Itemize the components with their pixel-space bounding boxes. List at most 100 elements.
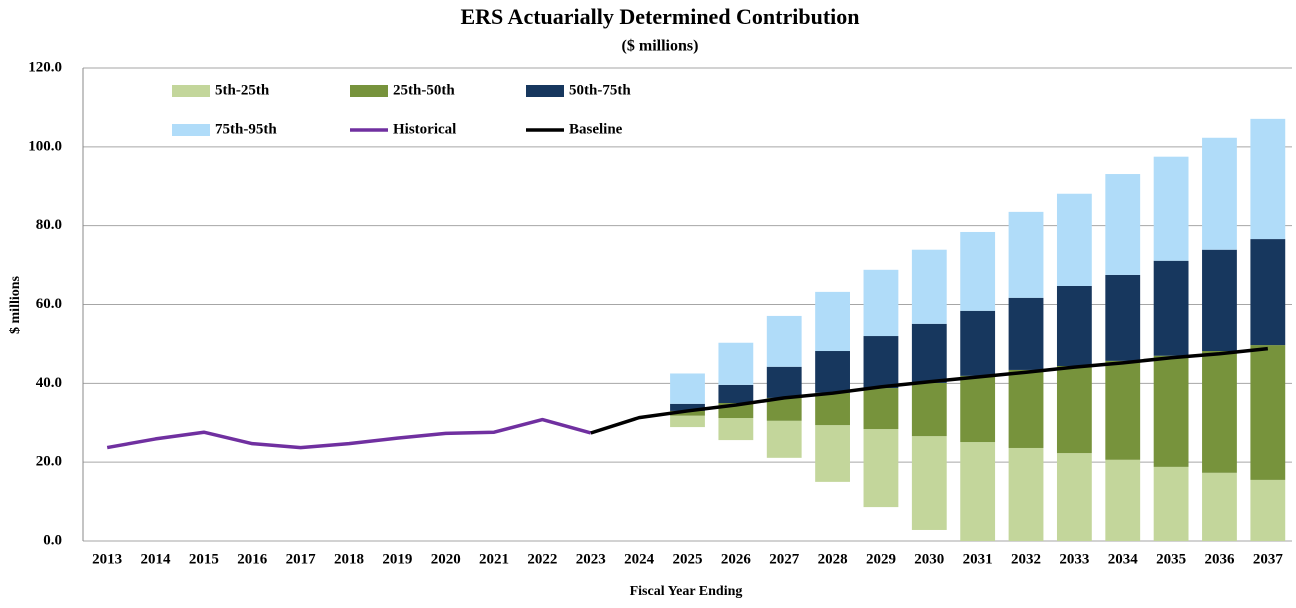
legend-label: 75th-95th [215, 121, 277, 137]
chart-subtitle: ($ millions) [622, 38, 699, 55]
y-tick-label: 80.0 [36, 217, 62, 233]
bar-segment [1105, 360, 1141, 460]
x-tick-label: 2014 [141, 551, 172, 567]
bar-segment [1250, 239, 1286, 346]
line [106, 417, 592, 450]
bar-segment [1202, 472, 1237, 541]
x-tick-label: 2032 [1011, 551, 1041, 567]
bar-segment [1153, 156, 1189, 261]
bar-segment [863, 388, 899, 430]
bar-segment [960, 442, 996, 541]
bar-segment [1153, 260, 1189, 356]
legend-swatch [526, 85, 564, 97]
bar-segment [911, 436, 947, 530]
bar-segment [1008, 447, 1044, 541]
x-tick-label: 2021 [479, 551, 509, 567]
y-tick-label: 20.0 [36, 454, 62, 470]
bar-segment [1153, 355, 1189, 467]
legend-label: Historical [393, 121, 456, 137]
bar-segment [1056, 453, 1092, 541]
bar-segment [815, 351, 850, 393]
x-tick-label: 2034 [1108, 551, 1139, 567]
x-tick-label: 2031 [963, 551, 993, 567]
bar-segment [1008, 297, 1044, 370]
bar-segment [815, 392, 850, 426]
x-tick-label: 2019 [382, 551, 412, 567]
bar-segment [1105, 274, 1141, 361]
x-tick-label: 2035 [1156, 551, 1186, 567]
bar-segment [1153, 466, 1189, 541]
bar-segment [766, 420, 802, 458]
y-tick-label: 120.0 [28, 59, 62, 75]
x-tick-label: 2017 [286, 551, 317, 567]
x-tick-label: 2025 [673, 551, 703, 567]
x-tick-label: 2023 [576, 551, 606, 567]
x-tick-label: 2022 [527, 551, 557, 567]
legend-label: 50th-75th [569, 82, 631, 98]
bar-segment [718, 384, 754, 404]
bar-segment [1250, 345, 1286, 480]
bar-segment [670, 403, 705, 411]
y-tick-label: 0.0 [43, 532, 62, 548]
legend-label: Baseline [569, 121, 623, 137]
bar-segment [863, 336, 899, 389]
bar-segment [670, 373, 705, 404]
x-tick-label: 2013 [92, 551, 122, 567]
bar-segment [670, 410, 705, 416]
legend-label: 5th-25th [215, 82, 270, 98]
bar-segment [1250, 479, 1286, 541]
x-tick-label: 2037 [1253, 551, 1284, 567]
bar-segment [911, 323, 947, 383]
bar-segment [960, 310, 996, 376]
x-tick-label: 2030 [914, 551, 944, 567]
x-tick-label: 2020 [431, 551, 461, 567]
bar-segment [960, 375, 996, 443]
bar-segment [863, 429, 899, 508]
bar-segment [1056, 285, 1092, 366]
legend-swatch [172, 85, 210, 97]
x-tick-label: 2028 [818, 551, 848, 567]
bar-segment [1056, 193, 1092, 286]
bar-segment [960, 231, 996, 311]
bar-segment [863, 269, 899, 337]
x-tick-label: 2029 [866, 551, 896, 567]
x-tick-label: 2018 [334, 551, 364, 567]
legend-swatch [172, 124, 210, 136]
bar-segment [1008, 211, 1044, 298]
y-axis-label: $ millions [8, 275, 23, 334]
x-tick-label: 2036 [1204, 551, 1235, 567]
x-tick-label: 2015 [189, 551, 219, 567]
bar-segment [1105, 459, 1141, 541]
y-tick-label: 100.0 [28, 138, 62, 154]
legend-label: 25th-50th [393, 82, 455, 98]
bar-segment [1056, 365, 1092, 454]
bar-segment [1250, 118, 1286, 240]
x-tick-label: 2016 [237, 551, 268, 567]
bar-segment [718, 342, 754, 385]
bar-segment [1008, 369, 1044, 448]
chart-title: ERS Actuarially Determined Contribution [460, 4, 859, 29]
bar-segment [815, 291, 850, 352]
bar-segment [1105, 174, 1141, 275]
bar-segment [1202, 351, 1237, 473]
bar-segment [766, 397, 802, 421]
bar-segment [911, 382, 947, 437]
bar-segment [1202, 137, 1237, 250]
bar-segment [670, 415, 705, 428]
bar-segment [1202, 249, 1237, 352]
x-tick-label: 2033 [1059, 551, 1089, 567]
x-tick-label: 2024 [624, 551, 655, 567]
y-tick-label: 60.0 [36, 296, 62, 312]
bar-segment [815, 425, 850, 482]
x-tick-label: 2026 [721, 551, 752, 567]
x-tick-label: 2027 [769, 551, 800, 567]
legend-swatch [350, 85, 388, 97]
y-tick-label: 40.0 [36, 375, 62, 391]
x-axis-label: Fiscal Year Ending [630, 584, 743, 599]
bar-segment [911, 249, 947, 324]
bar-segment [718, 418, 754, 441]
bar-segment [766, 315, 802, 367]
bar-segment [766, 366, 802, 398]
line [590, 346, 1269, 435]
